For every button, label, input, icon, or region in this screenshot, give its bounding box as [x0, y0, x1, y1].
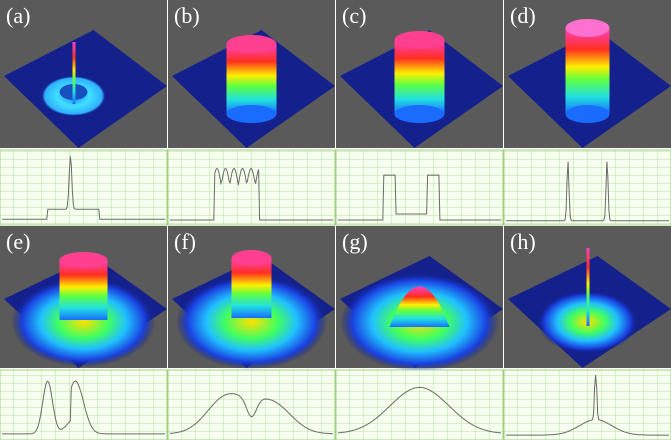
- panel-label: (f): [174, 229, 196, 254]
- panel-label: (h): [510, 229, 536, 254]
- cylinder: [394, 40, 445, 114]
- spike: [72, 42, 76, 104]
- profile-strip: [335, 369, 504, 440]
- spike: [586, 248, 590, 326]
- cylinder-top: [231, 250, 272, 266]
- profile-curve: [337, 386, 502, 434]
- panel: (h): [503, 226, 671, 440]
- profile-strip: [335, 149, 504, 226]
- profile-curve: [338, 174, 501, 221]
- cylinder-top: [394, 31, 445, 49]
- cylinder-base: [394, 105, 445, 123]
- panel: (d): [503, 0, 671, 226]
- profile-strip: [0, 369, 168, 440]
- panel: (b): [167, 0, 336, 226]
- profile-curve: [506, 161, 669, 222]
- panel-label: (e): [6, 229, 30, 254]
- cylinder-base: [565, 105, 610, 123]
- spread: [11, 277, 156, 367]
- profile-strip: [0, 149, 168, 226]
- profile-strip: [503, 149, 671, 226]
- profile-curve: [2, 380, 165, 435]
- profile-strip: [503, 369, 671, 440]
- cylinder: [231, 258, 272, 318]
- profile-strip: [167, 149, 336, 226]
- cylinder: [226, 44, 277, 114]
- peak: [389, 286, 450, 327]
- cylinder-base: [226, 105, 277, 123]
- panel: (g): [335, 226, 504, 440]
- panel-label: (a): [6, 3, 30, 28]
- panel-label: (b): [174, 3, 200, 28]
- panel: (a): [0, 0, 168, 226]
- cylinder-top: [59, 252, 108, 268]
- profile-curve: [170, 167, 333, 221]
- spread: [175, 274, 328, 370]
- cylinder-top: [565, 19, 610, 37]
- panel: (f): [167, 226, 336, 440]
- cylinder: [59, 260, 108, 320]
- profile-curve: [169, 393, 333, 435]
- panel-label: (d): [510, 3, 536, 28]
- panel: (c): [335, 0, 504, 226]
- profile-curve: [2, 156, 165, 220]
- profile-curve: [506, 374, 669, 436]
- cylinder-top: [226, 35, 277, 53]
- panel: (e): [0, 226, 168, 440]
- cylinder: [565, 28, 610, 114]
- panel-label: (c): [342, 3, 366, 28]
- panel-label: (g): [342, 229, 368, 254]
